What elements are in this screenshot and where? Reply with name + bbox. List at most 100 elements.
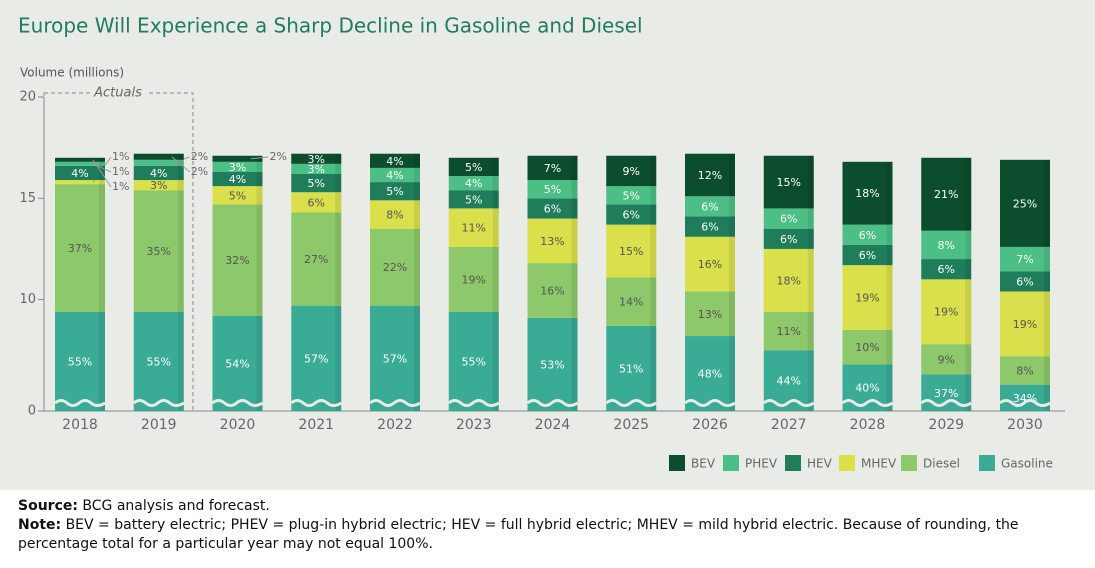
data-label: 7% [1016,253,1033,266]
bar-segment [685,336,735,411]
bar-segment [370,167,420,183]
y-tick-label: 20 [19,90,36,105]
bar-shade [965,230,972,260]
legend-label: BEV [691,457,716,471]
bar-shade [650,224,657,278]
axis-break [290,399,343,407]
bar-segment [212,171,263,187]
data-label: 8% [938,239,955,252]
bar-shade [650,325,657,411]
x-tick-label: 2019 [141,417,177,433]
data-label: 21% [934,188,958,201]
data-label: 5% [623,189,640,202]
bar-segment [527,317,578,411]
bar-shade [886,364,893,411]
bar-shade [492,157,499,177]
data-label: 16% [698,258,722,271]
footnotes: Source: BCG analysis and forecast. Note:… [18,497,1078,554]
bar-shade [335,173,342,193]
data-label: 55% [147,355,171,368]
bar-segment [1000,271,1050,292]
bar-segment [1000,356,1050,385]
bar-segment [606,325,657,411]
bar-segment [133,165,184,181]
note-label: Note: [18,517,62,533]
axis-break [920,399,973,407]
data-label: 6% [780,213,797,226]
data-label: 2% [191,165,208,178]
legend-label: Diesel [923,457,960,471]
data-label: 15% [619,245,643,258]
data-label: 54% [225,357,249,370]
bar-shade [177,180,184,191]
bar-segment [370,200,420,229]
data-label: 25% [1013,197,1037,210]
data-label: 3% [308,153,325,166]
data-label: 57% [304,352,328,365]
bar-segment [527,155,578,181]
bar-shade [335,163,342,174]
bar-shade [1044,384,1050,411]
x-tick-label: 2029 [928,417,964,433]
bar-shade [571,198,578,219]
bar-segment [527,198,578,219]
data-label: 5% [465,193,482,206]
legend-swatch [839,455,855,471]
bar-segment [527,218,578,264]
bar-shade [571,317,578,411]
x-tick-label: 2025 [613,417,649,433]
bar-shade [571,218,578,264]
bar-shade [256,155,263,162]
data-label: 4% [386,169,403,182]
bar-segment [448,157,499,177]
bar-segment [527,263,578,318]
bar-segment [921,279,972,345]
bar-segment [842,224,893,245]
bar-shade [650,277,657,326]
data-label: 19% [1013,318,1037,331]
bar-shade [1044,356,1050,385]
bar-segment [1000,291,1050,357]
y-tick-label: 15 [19,191,36,206]
legend-label: MHEV [861,457,897,471]
bar-shade [650,155,657,187]
bar-segment [763,311,814,351]
data-label: 40% [855,382,879,395]
data-label: 16% [540,284,564,297]
bar-shade [1044,271,1050,292]
annotation: Actuals [93,86,142,101]
data-label: 22% [383,261,407,274]
actuals-bg [90,85,146,101]
leader-line [171,156,190,164]
data-label: 5% [544,183,561,196]
data-label: 6% [780,233,797,246]
axis-break [211,399,264,407]
legend-label: Gasoline [1001,457,1053,471]
bar-shade [807,350,814,411]
bar-shade [729,336,735,411]
axis-break [605,399,658,407]
bar-segment [291,305,342,411]
axis-break [54,399,106,407]
bar-segment [606,277,657,326]
data-label: 55% [462,355,486,368]
axis-break [447,399,500,407]
bar-shade [335,153,342,164]
bar-segment [55,311,105,411]
y-tick-label: 0 [28,404,36,419]
data-label: 12% [698,169,722,182]
data-label: 6% [701,200,718,213]
data-label: 5% [308,177,325,190]
x-tick-label: 2021 [298,417,334,433]
bar-shade [414,200,420,229]
bar-segment [133,153,184,160]
bar-shade [335,192,342,213]
bar-segment [842,265,893,330]
bar-shade [965,344,972,375]
data-label: 14% [619,296,643,309]
leader-line [171,156,191,173]
bar-segment [606,155,657,187]
data-label: 6% [938,263,955,276]
bar-shade [571,155,578,181]
bar-segment [685,196,735,217]
